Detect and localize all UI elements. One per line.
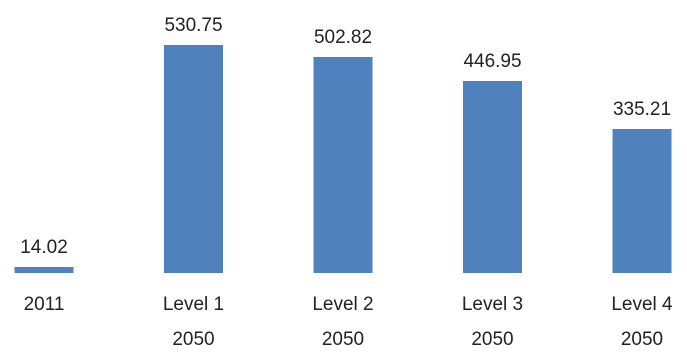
x-tick-label-2-line-0: Level 2	[312, 294, 373, 315]
bars-group	[14, 45, 672, 273]
x-tick-label-3-line-1: 2050	[471, 329, 513, 350]
bar-4	[612, 129, 672, 273]
x-tick-labels-group: 2011 Level 1 2050 Level 2 2050 Level 3 2050 Lev…	[24, 294, 673, 350]
x-tick-label-4-line-1: 2050	[621, 329, 663, 350]
x-tick-label-0-line-0: 2011	[24, 294, 65, 315]
x-tick-label-1-line-0: Level 1	[163, 294, 224, 315]
data-label-1: 530.75	[164, 15, 222, 36]
bar-3	[463, 81, 522, 273]
bar-1	[164, 45, 223, 273]
bar-2	[313, 57, 373, 273]
x-tick-label-2-line-1: 2050	[322, 329, 364, 350]
data-label-2: 502.82	[314, 27, 372, 48]
data-label-4: 335.21	[613, 99, 671, 120]
data-label-0: 14.02	[20, 237, 68, 258]
x-tick-label-4-line-0: Level 4	[611, 294, 673, 315]
data-label-3: 446.95	[463, 51, 521, 72]
bar-0	[14, 267, 74, 273]
data-labels-group: 14.02 530.75 502.82 446.95 335.21	[20, 15, 671, 258]
x-tick-label-3-line-0: Level 3	[462, 294, 523, 315]
x-tick-label-1-line-1: 2050	[172, 329, 214, 350]
